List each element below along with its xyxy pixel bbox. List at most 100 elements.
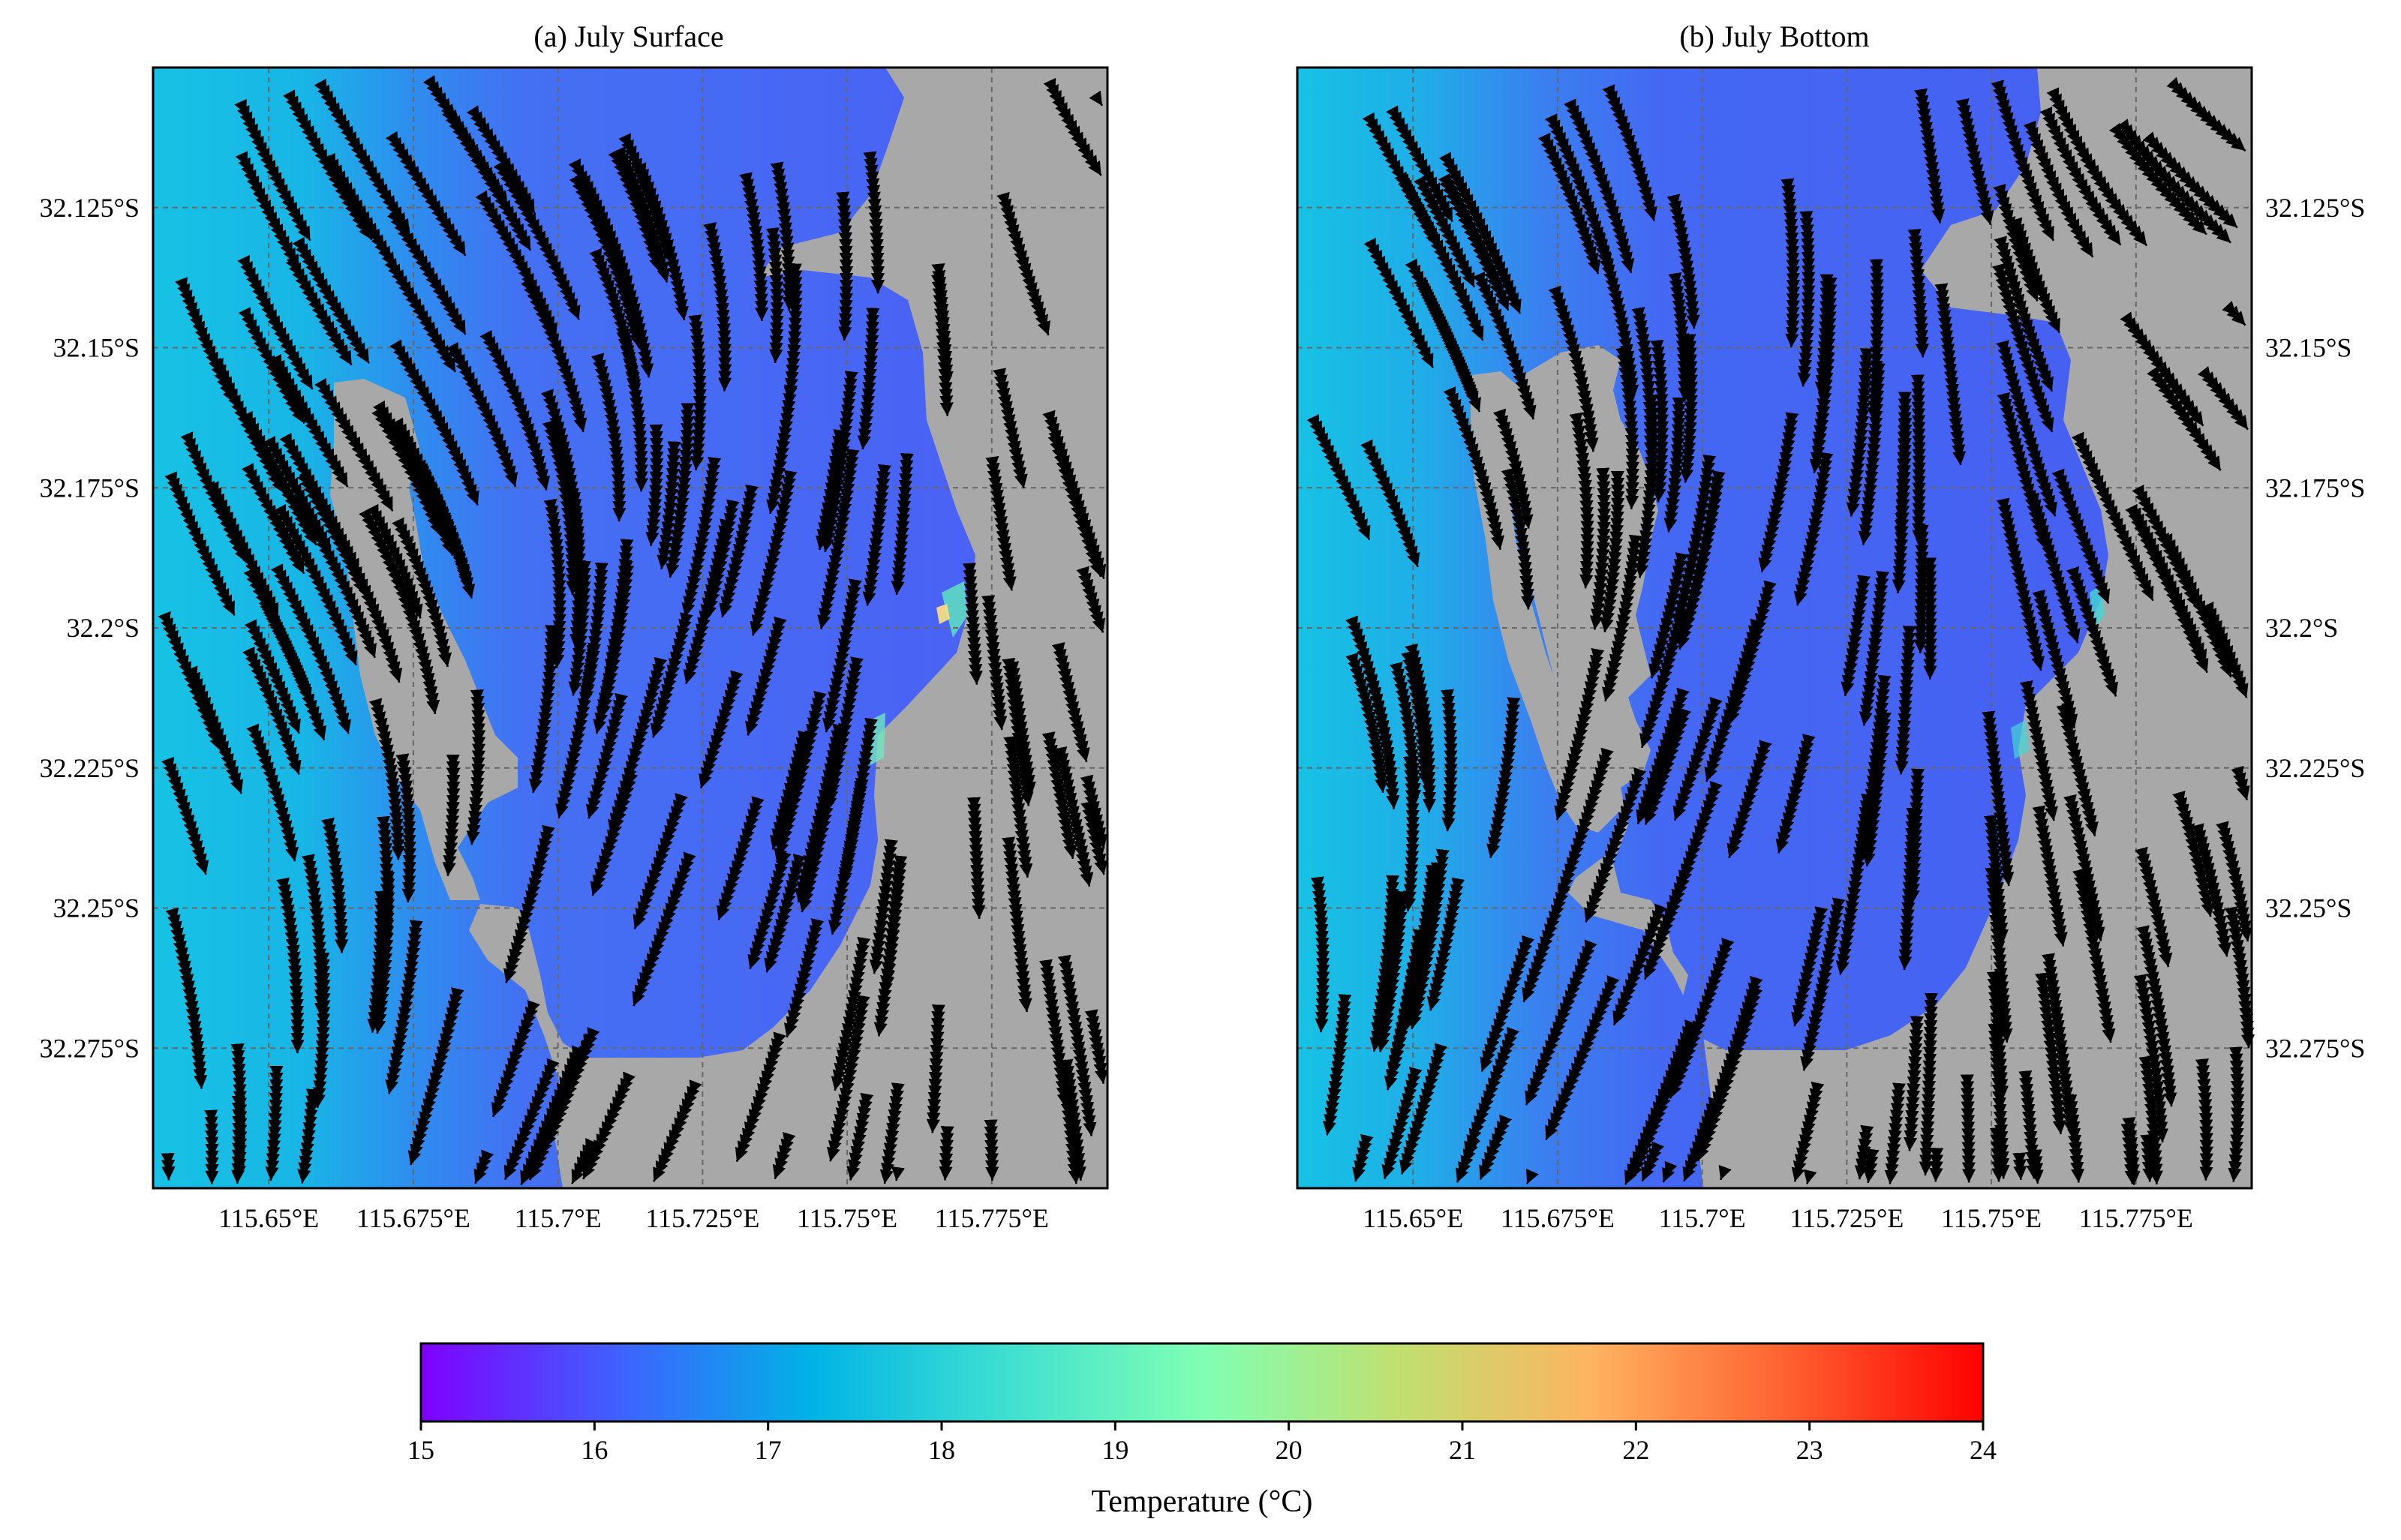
streamline: [1680, 334, 1698, 483]
streamline: [1602, 534, 1642, 702]
colorbar-tick-label: 20: [1276, 1435, 1303, 1465]
streamline: [384, 257, 457, 373]
streamline: [2222, 300, 2246, 326]
y-tick-label: 32.175°S: [40, 473, 140, 503]
streamline: [1405, 643, 1437, 813]
streamline: [2072, 868, 2116, 1043]
x-tick-label: 115.7°E: [515, 1203, 602, 1233]
streamline: [297, 1088, 320, 1184]
y-tick-label: 32.175°S: [2265, 473, 2365, 503]
streamline: [2032, 805, 2068, 947]
x-tick-labels: 115.65°E 115.675°E 115.7°E 115.725°E 115.75°…: [218, 1203, 1049, 1233]
streamline: [590, 353, 627, 522]
streamline: [857, 308, 880, 450]
colorbar-tick-label: 17: [755, 1435, 782, 1465]
streamline: [688, 314, 707, 471]
streamline: [2046, 87, 2148, 247]
x-tick-label: 115.725°E: [645, 1203, 759, 1233]
streamline: [1310, 876, 1330, 1033]
temperature-colorbar: 15 16 17 18 19 20 21 22 23 24 Temperature (°C): [407, 1342, 1997, 1519]
velocity-streamlines: [158, 75, 1108, 1186]
streamline: [466, 689, 486, 845]
streamline: [276, 877, 305, 1054]
nearshore-warm-patch: [870, 713, 885, 765]
streamline: [931, 274, 954, 416]
streamline: [750, 470, 798, 636]
streamline: [735, 1031, 786, 1163]
x-tick-labels: 115.65°E 115.675°E 115.7°E 115.725°E 115.75°…: [1363, 1203, 2193, 1233]
nearshore-warm-patch: [936, 604, 950, 624]
streamline: [1884, 1082, 1907, 1184]
streamline: [783, 917, 825, 1038]
streamline: [1002, 836, 1032, 1013]
colorbar-ticks: 15 16 17 18 19 20 21 22 23 24: [407, 1421, 1997, 1465]
streamline: [891, 452, 914, 596]
y-tick-label: 32.275°S: [40, 1033, 140, 1063]
y-tick-label: 32.15°S: [2265, 333, 2351, 363]
streamline: [839, 717, 879, 886]
streamline: [681, 456, 722, 617]
y-tick-label: 32.225°S: [40, 753, 140, 783]
streamline: [993, 368, 1028, 489]
streamline: [2133, 974, 2169, 1143]
streamline: [161, 1152, 176, 1181]
streamline: [1051, 641, 1090, 763]
streamline: [292, 236, 370, 364]
streamline: [2120, 311, 2204, 427]
streamline: [981, 595, 1008, 731]
streamline: [745, 616, 787, 736]
streamline: [1892, 417, 1913, 593]
streamline: [1005, 661, 1036, 797]
streamline: [1371, 875, 1400, 1037]
y-tick-labels: 32.125°S 32.15°S 32.175°S 32.2°S 32.225°S 32.…: [2265, 193, 2365, 1064]
streamline: [1910, 374, 1926, 544]
streamline: [580, 562, 609, 704]
streamline: [395, 753, 416, 903]
streamline: [1631, 307, 1658, 456]
streamline: [372, 872, 395, 1034]
streamline: [589, 248, 642, 394]
streamline: [2224, 906, 2255, 1049]
x-tick-label: 115.725°E: [1789, 1203, 1904, 1233]
streamline: [966, 797, 986, 919]
colorbar-tick-label: 22: [1622, 1435, 1649, 1465]
streamline: [2063, 1094, 2085, 1183]
streamline: [173, 940, 208, 1089]
streamline: [1043, 77, 1102, 176]
streamline: [863, 151, 885, 294]
y-tick-label: 32.25°S: [2265, 893, 2351, 923]
streamline: [2019, 680, 2058, 821]
axes-frame: [1296, 66, 2253, 1190]
streamline: [1345, 652, 1389, 793]
streamline: [645, 424, 664, 546]
map-area: [152, 66, 1109, 1190]
streamline: [739, 172, 769, 321]
x-tick-label: 115.675°E: [356, 1203, 470, 1233]
streamline: [1526, 1169, 1539, 1184]
x-tick-label: 115.65°E: [218, 1203, 319, 1233]
streamline: [1800, 897, 1846, 1071]
streamline: [985, 455, 1017, 591]
streamline: [984, 1119, 999, 1181]
streamline: [543, 498, 566, 668]
streamline: [246, 723, 299, 862]
streamline: [826, 995, 870, 1162]
streamline: [1545, 974, 1620, 1141]
streamline: [717, 796, 765, 920]
streamline: [1322, 994, 1352, 1136]
streamline: [1991, 80, 2054, 242]
y-tick-label: 32.2°S: [2265, 613, 2338, 643]
x-tick-label: 115.775°E: [935, 1203, 1049, 1233]
axes-frame: [152, 66, 1109, 1190]
streamline: [1650, 339, 1669, 503]
streamline: [407, 987, 464, 1166]
colorbar-tick-label: 18: [928, 1435, 955, 1465]
colorbar-label: Temperature (°C): [1092, 1484, 1313, 1519]
y-tick-label: 32.125°S: [40, 193, 140, 223]
streamline: [891, 1166, 906, 1181]
streamline: [1895, 626, 1916, 775]
streamline: [2201, 601, 2249, 698]
streamline: [1414, 175, 1475, 288]
streamline: [1501, 467, 1535, 610]
streamline: [1812, 278, 1838, 453]
